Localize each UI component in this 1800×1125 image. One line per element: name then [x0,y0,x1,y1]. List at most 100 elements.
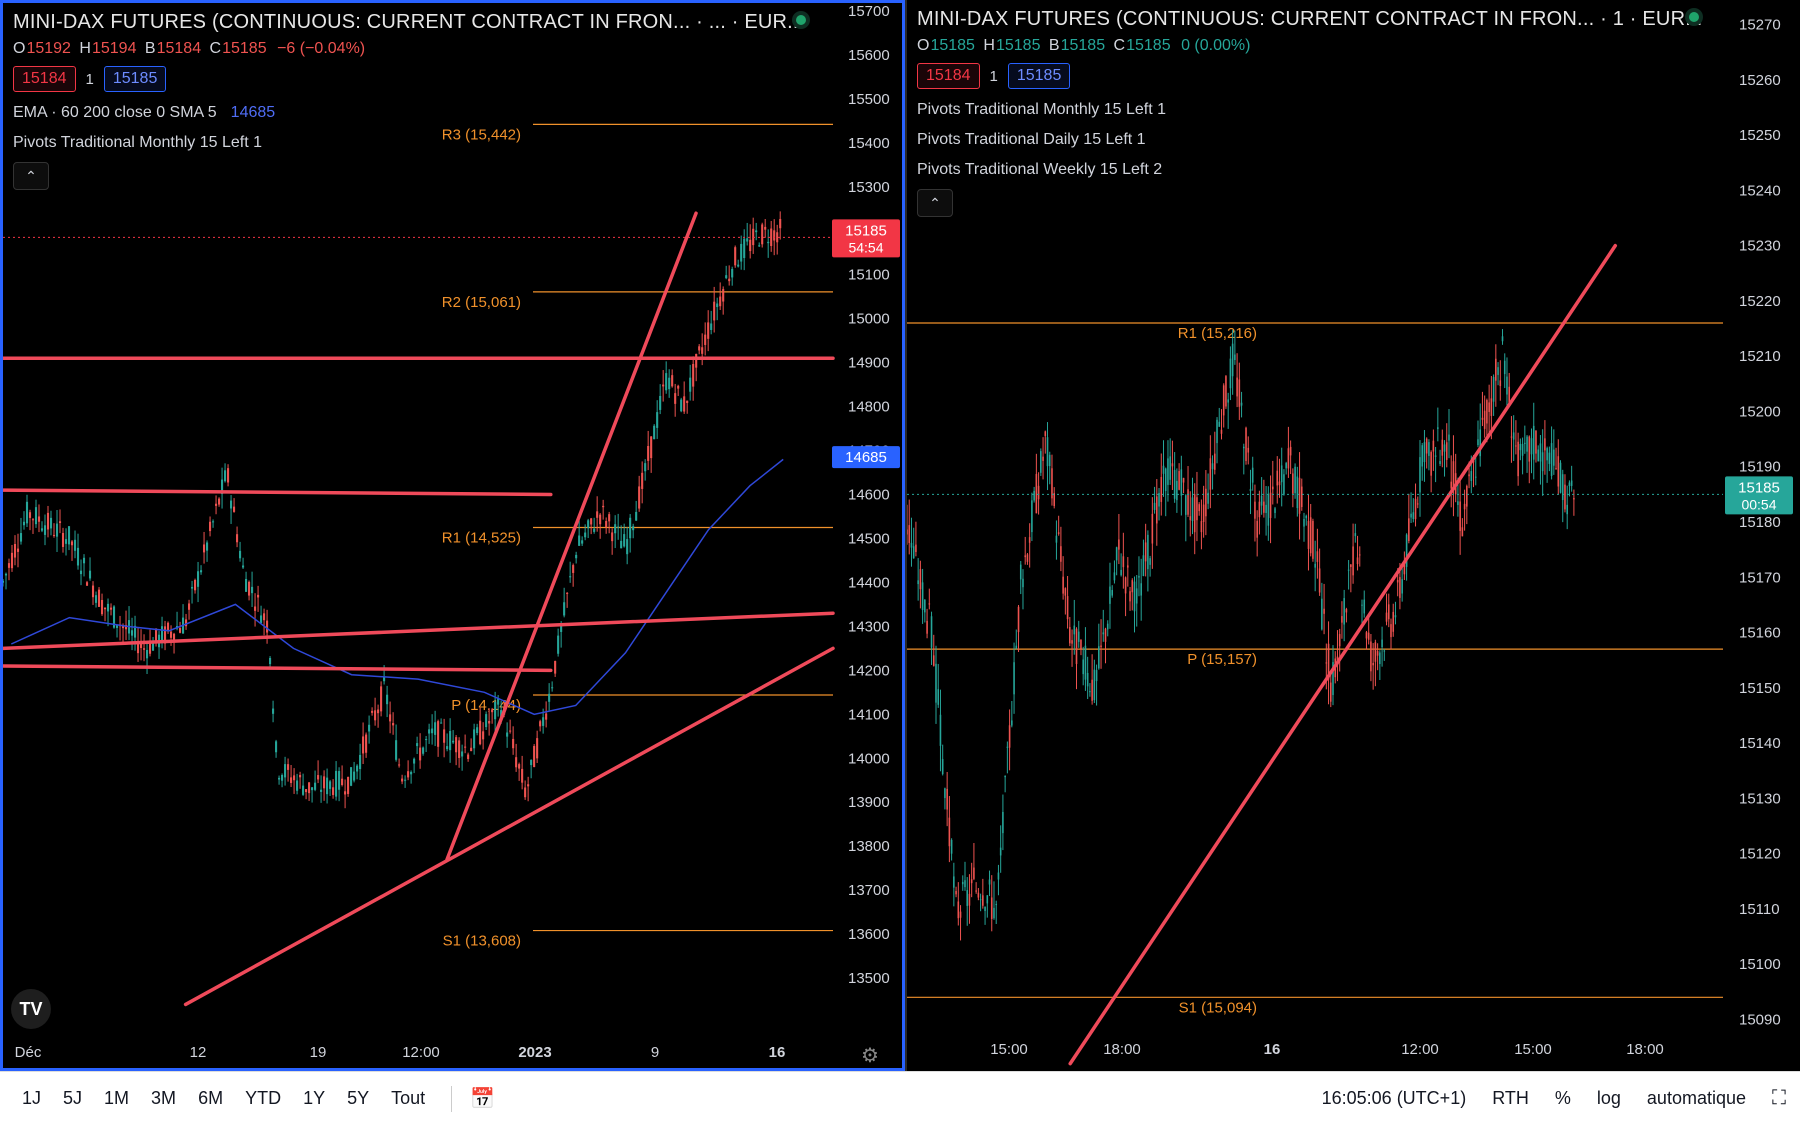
candle-body [1566,504,1568,515]
candle-body [1445,442,1448,460]
y-tick-label: 14200 [848,662,890,679]
timeframe-1j[interactable]: 1J [22,1088,42,1108]
candle-body [1468,474,1470,477]
candle-body [1570,480,1573,486]
x-tick-label: 15:00 [990,1041,1028,1058]
candle-body [530,759,533,766]
candle-body [1118,539,1120,550]
timeframe-5j[interactable]: 5J [63,1088,83,1108]
candle-body [1557,456,1560,487]
candle-body [407,771,410,778]
ema-price-value: 14685 [845,449,887,466]
candle-body [49,517,53,529]
candle-body [1102,632,1105,635]
log-toggle[interactable]: log [1596,1087,1621,1108]
percent-toggle[interactable]: % [1554,1087,1571,1108]
right-symbol-title[interactable]: MINI-DAX FUTURES (CONTINUOUS: CURRENT CO… [917,8,1703,30]
left-symbol-title[interactable]: MINI-DAX FUTURES (CONTINUOUS: CURRENT CO… [13,11,805,33]
left-ask-button[interactable]: 15185 [103,66,167,92]
candle-body [563,602,566,616]
timeframe-6m[interactable]: 6M [198,1088,224,1108]
x-tick-label: 16 [1264,1041,1281,1058]
clock-timezone[interactable]: 16:05:06 (UTC+1) [1321,1087,1467,1108]
candle-body [1528,436,1531,462]
left-bid-button[interactable]: 15184 [13,66,76,92]
candle-body [635,511,638,521]
pivot-label: P (14,144) [451,697,521,714]
pivot-label: R1 (14,525) [442,529,521,546]
x-tick-label: 19 [310,1044,327,1061]
candle-body [1026,554,1029,562]
timeframe-3m[interactable]: 3M [151,1088,177,1108]
candle-body [1111,590,1113,596]
candle-body [473,729,476,749]
candle-body [1066,596,1069,620]
candle-body [961,881,964,885]
candle-body [1080,639,1082,649]
y-tick-label: 14300 [848,618,890,635]
timeframe-1m[interactable]: 1M [104,1088,130,1108]
right-indicator-weekly[interactable]: Pivots Traditional Weekly 15 Left 2 [917,161,1163,178]
candle-body [626,539,629,555]
candle-body [1115,547,1118,561]
toolbar-divider [451,1085,453,1112]
candle-body [1486,400,1488,424]
timeframe-all[interactable]: Tout [391,1088,426,1108]
timeframe-1y[interactable]: 1Y [303,1088,326,1108]
right-indicator-daily[interactable]: Pivots Traditional Daily 15 Left 1 [917,131,1146,148]
y-tick-label: 15100 [848,267,890,284]
left-indicator-pivots[interactable]: Pivots Traditional Monthly 15 Left 1 [13,134,263,151]
tradingview-logo-icon[interactable]: TV [11,989,51,1029]
left-chart-pane[interactable]: 13500 13600 13700 13800 13900 14000 14100 14200… [0,0,905,1071]
candle-body [371,710,374,713]
y-tick-label: 15240 [1739,182,1781,199]
rth-toggle[interactable]: RTH [1492,1087,1529,1108]
candle-body [1046,437,1049,467]
candle-body [1365,632,1368,639]
candle-body [350,767,353,786]
candle-body [770,228,773,247]
right-qty[interactable]: 1 [989,67,998,85]
candle-body [278,777,281,780]
right-ask-button[interactable]: 15185 [1007,63,1071,89]
candle-body [1463,503,1466,510]
right-collapse-button[interactable]: ⌃ [917,189,953,217]
left-collapse-button[interactable]: ⌃ [13,162,49,190]
gear-icon[interactable]: ⚙ [861,1045,879,1067]
candle-body [1553,449,1555,466]
candle-body [1530,438,1533,455]
right-change: 0 (0.00%) [1181,37,1251,54]
fullscreen-icon[interactable]: ⛶ [1772,1086,1786,1109]
candle-body [1537,449,1540,462]
left-qty[interactable]: 1 [85,70,94,88]
candle-body [425,739,428,741]
candle-body [1532,425,1535,460]
candle-body [115,624,119,628]
timeframe-ytd[interactable]: YTD [245,1088,282,1108]
candle-body [731,268,734,278]
candle-body [1379,652,1381,665]
y-tick-label: 14100 [848,706,890,723]
calendar-icon[interactable]: 📅 [470,1088,496,1110]
candle-body [1479,429,1482,457]
pane-divider[interactable] [905,0,907,1071]
right-indicator-monthly[interactable]: Pivots Traditional Monthly 15 Left 1 [917,101,1167,118]
candle-body [353,771,356,781]
right-bid-button[interactable]: 15184 [917,63,980,89]
candle-body [1185,495,1187,515]
candle-body [734,247,737,266]
candle-body [497,697,500,705]
auto-scale-toggle[interactable]: automatique [1646,1087,1746,1108]
candle-body [953,876,955,888]
candle-body [1370,641,1372,672]
candle-body [1401,579,1403,594]
candle-body [419,747,422,761]
timeframe-5y[interactable]: 5Y [347,1088,370,1108]
left-indicator-ema[interactable]: EMA · 60 200 close 0 SMA 5 14685 [13,104,276,121]
right-price-chart[interactable]: 15090 15100 15110 15120 15130 15140 15150 15160… [907,0,1800,1071]
candle-body [212,521,215,523]
candle-body [19,533,23,542]
candle-body [638,486,641,509]
left-price-chart[interactable]: 13500 13600 13700 13800 13900 14000 14100 14200… [3,3,902,1068]
right-chart-pane[interactable]: 15090 15100 15110 15120 15130 15140 15150 15160… [907,0,1800,1071]
